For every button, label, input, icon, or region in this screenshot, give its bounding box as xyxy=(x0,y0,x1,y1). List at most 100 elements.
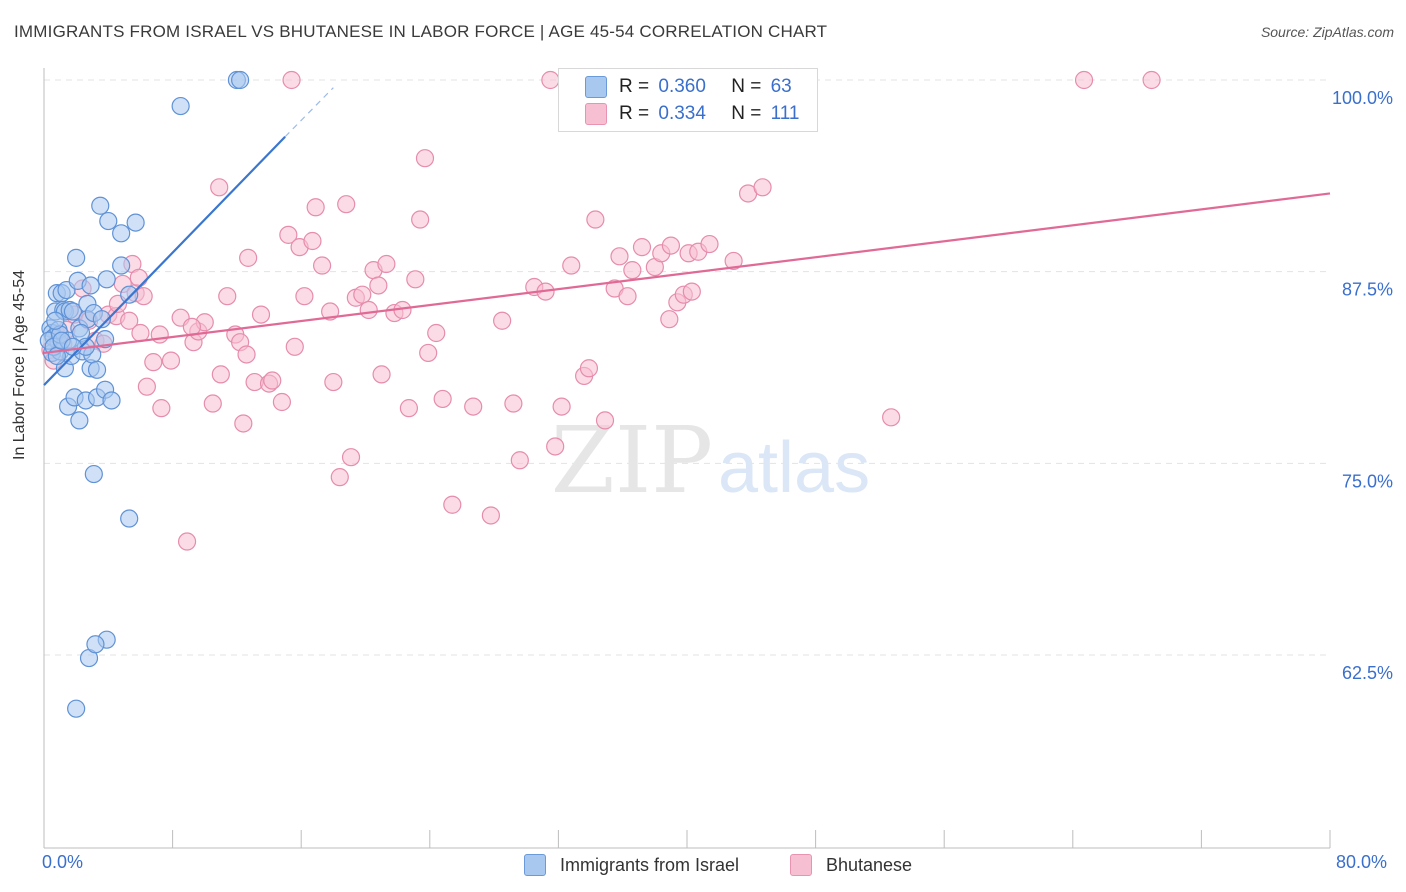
bhutanese-point xyxy=(237,345,256,364)
y-tick-label: 87.5% xyxy=(1342,280,1393,300)
israel-point xyxy=(95,330,115,349)
n-value: 63 xyxy=(770,76,792,97)
bhutanese-point xyxy=(562,256,581,275)
bhutanese-point xyxy=(504,394,523,413)
bhutanese-point xyxy=(632,238,652,257)
gridlines xyxy=(44,79,1330,656)
bhutanese-point xyxy=(579,359,599,378)
bhutanese-point xyxy=(724,251,743,271)
bhutanese-point xyxy=(203,394,222,413)
bhutanese-point xyxy=(282,70,301,90)
bhutanese-point xyxy=(306,198,325,217)
israel-point xyxy=(92,310,111,329)
israel-point xyxy=(87,360,107,379)
israel-point xyxy=(63,302,83,321)
israel-point xyxy=(70,411,89,430)
bhutanese-point xyxy=(161,351,181,370)
y-axis-label: In Labor Force | Age 45-54 xyxy=(11,269,28,460)
bhutanese-point xyxy=(546,437,565,456)
bhutanese-point xyxy=(427,323,446,343)
israel-point xyxy=(126,213,145,232)
israel-point xyxy=(171,96,190,116)
bhutanese-point xyxy=(210,178,229,197)
bhutanese-point xyxy=(419,343,438,363)
y-tick-label: 100.0% xyxy=(1332,88,1393,108)
bhutanese-point xyxy=(411,210,430,229)
n-label: N = xyxy=(731,103,762,124)
y-tick-labels: 62.5% 75.0% 87.5% 100.0% xyxy=(1332,88,1393,683)
bhutanese-point xyxy=(129,268,148,287)
bhutanese-point xyxy=(285,337,304,356)
n-label: N = xyxy=(731,76,762,97)
bhutanese-points xyxy=(41,70,1161,551)
r-value: 0.360 xyxy=(658,76,706,97)
bhutanese-point xyxy=(1074,70,1094,90)
bhutanese-point xyxy=(433,389,452,409)
legend-item-bhutanese[interactable]: Bhutanese xyxy=(790,854,912,876)
bhutanese-point xyxy=(177,532,197,551)
bhutanese-point xyxy=(251,305,271,324)
bhutanese-point xyxy=(406,270,425,289)
bhutanese-point xyxy=(359,300,378,320)
israel-point xyxy=(67,699,86,718)
israel-point xyxy=(231,70,250,90)
bhutanese-point xyxy=(586,210,605,229)
israel-point xyxy=(84,464,103,484)
bhutanese-point xyxy=(312,256,332,275)
bhutanese-point xyxy=(372,365,391,384)
bhutanese-point xyxy=(541,70,560,90)
bhutanese-point xyxy=(120,311,139,330)
bhutanese-point xyxy=(682,282,701,301)
legend-label-bhutanese: Bhutanese xyxy=(826,854,913,875)
legend-item-israel[interactable]: Immigrants from Israel xyxy=(524,854,739,876)
trend-lines xyxy=(43,87,1331,386)
bhutanese-point xyxy=(239,248,258,267)
chart-title: IMMIGRANTS FROM ISRAEL VS BHUTANESE IN L… xyxy=(14,22,828,41)
bhutanese-point xyxy=(263,371,282,390)
bhutanese-point xyxy=(303,231,322,251)
bhutanese-point xyxy=(443,495,462,514)
israel-point xyxy=(120,509,139,528)
israel-point xyxy=(120,285,139,304)
bhutanese-point xyxy=(353,285,372,304)
bhutanese-point xyxy=(882,408,901,427)
bhutanese-point xyxy=(337,195,356,214)
bhutanese-trend-line xyxy=(43,192,1331,355)
x-min-label: 0.0% xyxy=(42,852,84,872)
bhutanese-point xyxy=(272,392,292,412)
watermark-atlas: atlas xyxy=(718,428,870,508)
x-max-label: 80.0% xyxy=(1336,852,1388,872)
israel-trend-line xyxy=(43,135,286,386)
bhutanese-point xyxy=(279,225,298,244)
bhutanese-point xyxy=(324,372,343,392)
israel-point xyxy=(112,224,131,243)
bhutanese-point xyxy=(464,397,483,416)
bhutanese-point xyxy=(700,234,719,254)
stats-legend: R = 0.360 N = 63 R = 0.334 N = 111 xyxy=(558,68,818,132)
bhutanese-point xyxy=(399,399,419,418)
bhutanese-point xyxy=(610,247,629,266)
bhutanese-point xyxy=(753,178,772,197)
bhutanese-swatch xyxy=(585,103,607,125)
series-legend: Immigrants from Israel Bhutanese xyxy=(0,852,1406,878)
bhutanese-legend-swatch xyxy=(790,854,812,876)
bhutanese-point xyxy=(131,323,150,343)
bhutanese-point xyxy=(661,236,681,255)
bhutanese-point xyxy=(415,149,435,168)
bhutanese-point xyxy=(321,302,340,321)
bhutanese-point xyxy=(623,261,642,280)
r-label: R = xyxy=(619,103,650,124)
bhutanese-point xyxy=(595,411,615,430)
r-value: 0.334 xyxy=(658,103,706,124)
israel-point xyxy=(86,635,105,654)
y-tick-label: 62.5% xyxy=(1342,663,1393,683)
israel-point xyxy=(81,276,100,295)
legend-label-israel: Immigrants from Israel xyxy=(560,854,740,875)
israel-swatch xyxy=(585,76,607,98)
bhutanese-point xyxy=(493,311,512,330)
bhutanese-point xyxy=(618,287,637,306)
israel-point xyxy=(102,391,121,410)
israel-point xyxy=(97,270,116,289)
israel-points xyxy=(39,70,250,718)
